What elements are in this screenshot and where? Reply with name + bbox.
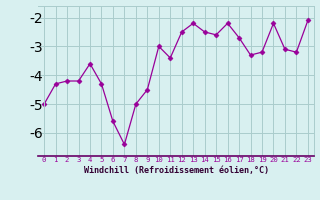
- X-axis label: Windchill (Refroidissement éolien,°C): Windchill (Refroidissement éolien,°C): [84, 166, 268, 175]
